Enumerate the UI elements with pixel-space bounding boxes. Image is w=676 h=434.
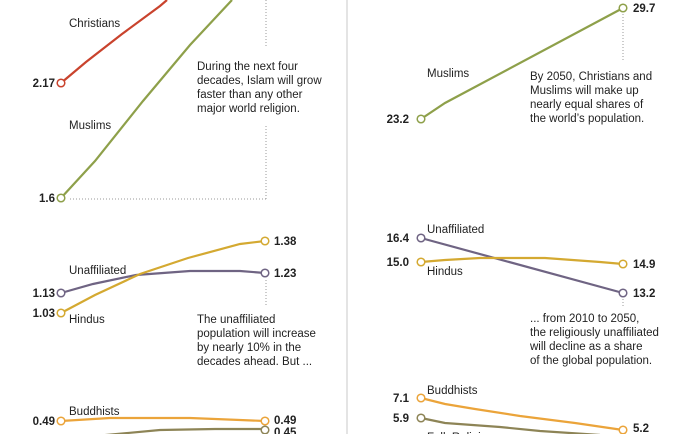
series-label-unaffiliated-share: Unaffiliated [427, 224, 484, 236]
point-hindus-share-2050 [618, 259, 628, 269]
point-unaffiliated-share-2010 [416, 233, 426, 243]
point-buddhists-2050 [260, 416, 270, 426]
annotation-line: The unaffiliated [197, 314, 275, 326]
series-line-folk-religions [104, 427, 265, 434]
series-line-muslims [60, 0, 233, 199]
value-label-hindus-2010: 1.03 [33, 308, 55, 320]
annotation-line: will decline as a share [529, 341, 643, 353]
value-label-muslims-share-2010: 23.2 [387, 114, 409, 126]
annotation-islam-growth: During the next four decades, Islam will… [197, 61, 322, 115]
series-label-folk-religions-share: Folk Religi... [427, 432, 490, 434]
series-line-buddhists-share [420, 396, 624, 432]
point-unaffiliated-2010 [56, 288, 66, 298]
series-line-unaffiliated [60, 269, 266, 295]
series-line-buddhists [60, 416, 266, 423]
point-buddhists-share-2010 [416, 393, 426, 403]
point-muslims-share-2010 [416, 114, 426, 124]
annotation-line: population will increase [197, 328, 316, 340]
annotation-line: decades ahead. But ... [197, 356, 312, 368]
point-buddhists-share-2050 [618, 425, 628, 434]
value-label-folk-religions-2050: 0.45 [274, 427, 297, 434]
point-folk-religions-share-2010 [416, 413, 426, 423]
series-line-hindus-share [420, 256, 624, 266]
value-label-buddhists-2010: 0.49 [33, 416, 55, 428]
value-label-buddhists-share-2010: 7.1 [393, 393, 410, 405]
series-line-hindus [60, 239, 266, 314]
series-label-muslims-share: Muslims [427, 68, 469, 80]
value-label-folk-religions-share-2010: 5.9 [393, 413, 409, 425]
series-label-hindus-share: Hindus [427, 266, 463, 278]
value-label-unaffiliated-2010: 1.13 [33, 288, 55, 300]
value-label-hindus-2050: 1.38 [274, 236, 297, 248]
series-label-unaffiliated: Unaffiliated [69, 265, 126, 277]
series-label-hindus: Hindus [69, 314, 105, 326]
annotation-line: the religiously unaffiliated [530, 327, 659, 339]
value-label-christians-2010: 2.17 [33, 78, 55, 90]
annotation-line: Muslims will make up [530, 85, 639, 97]
series-label-buddhists: Buddhists [69, 406, 120, 418]
value-label-unaffiliated-share-2010: 16.4 [387, 233, 410, 245]
series-line-muslims-share [420, 7, 624, 120]
value-label-muslims-2010: 1.6 [39, 193, 55, 205]
point-muslims-share-2050 [618, 3, 628, 13]
point-hindus-2050 [260, 236, 270, 246]
point-muslims-2010 [56, 193, 66, 203]
annotation-line: nearly equal shares of [530, 99, 644, 111]
value-label-unaffiliated-2050: 1.23 [274, 268, 296, 280]
annotation-line: faster than any other [197, 89, 303, 101]
annotation-line: by nearly 10% in the [197, 342, 301, 354]
point-christians-2010 [56, 78, 66, 88]
annotation-equal-shares: By 2050, Christians and Muslims will mak… [530, 71, 652, 125]
value-label-unaffiliated-share-2050: 13.2 [633, 288, 655, 300]
series-line-folk-religions-share [420, 416, 601, 434]
value-label-buddhists-2050: 0.49 [274, 415, 296, 427]
series-label-buddhists-share: Buddhists [427, 385, 478, 397]
annotation-line: decades, Islam will grow [197, 75, 322, 87]
annotation-line: By 2050, Christians and [530, 71, 652, 83]
value-label-hindus-share-2010: 15.0 [387, 257, 409, 269]
point-buddhists-2010 [56, 416, 66, 426]
point-hindus-2010 [56, 308, 66, 318]
annotation-line: ... from 2010 to 2050, [530, 313, 639, 325]
series-label-christians: Christians [69, 18, 120, 30]
value-label-buddhists-share-2050: 5.2 [633, 423, 649, 434]
series-line-christians [60, 0, 168, 84]
point-unaffiliated-2050 [260, 268, 270, 278]
series-line-unaffiliated-share [420, 236, 624, 295]
point-folk-religions-2050 [260, 425, 270, 434]
annotation-unaffiliated-decline: ... from 2010 to 2050, the religiously u… [529, 313, 659, 367]
annotation-line: major world religion. [197, 103, 300, 115]
annotation-line: During the next four [197, 61, 298, 73]
annotation-line: of the global population. [530, 355, 652, 367]
value-label-muslims-share-2050: 29.7 [633, 3, 655, 15]
point-hindus-share-2010 [416, 257, 426, 267]
annotation-unaffiliated-increase: The unaffiliated population will increas… [197, 314, 316, 368]
annotation-line: the world’s population. [530, 113, 644, 125]
series-label-muslims: Muslims [69, 120, 111, 132]
point-unaffiliated-share-2050 [618, 288, 628, 298]
value-label-hindus-share-2050: 14.9 [633, 259, 655, 271]
